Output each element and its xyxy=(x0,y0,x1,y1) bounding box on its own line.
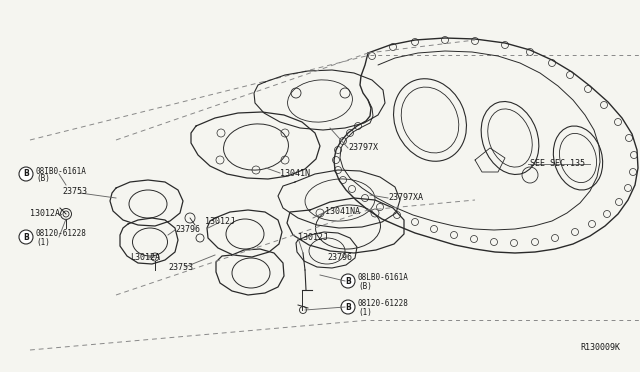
Text: 13012A: 13012A xyxy=(30,209,60,218)
Text: 13012J: 13012J xyxy=(298,234,328,243)
Text: L3012A: L3012A xyxy=(130,253,160,262)
Text: 23753: 23753 xyxy=(62,187,87,196)
Text: 23753: 23753 xyxy=(168,263,193,272)
Text: R130009K: R130009K xyxy=(580,343,620,353)
Text: 13041NA: 13041NA xyxy=(325,208,360,217)
Text: 08IB0-6161A: 08IB0-6161A xyxy=(36,167,87,176)
Text: 23797XA: 23797XA xyxy=(388,193,423,202)
Circle shape xyxy=(341,274,355,288)
Text: B: B xyxy=(345,302,351,311)
Text: 13012J: 13012J xyxy=(205,218,235,227)
Text: (1): (1) xyxy=(358,308,372,317)
Text: 08LB0-6161A: 08LB0-6161A xyxy=(358,273,409,282)
Circle shape xyxy=(19,230,33,244)
Text: SEE SEC.135: SEE SEC.135 xyxy=(530,160,585,169)
Text: (B): (B) xyxy=(358,282,372,291)
Text: 23797X: 23797X xyxy=(348,144,378,153)
Circle shape xyxy=(19,167,33,181)
Text: 13041N: 13041N xyxy=(280,169,310,177)
Text: B: B xyxy=(23,232,29,241)
Text: B: B xyxy=(23,170,29,179)
Circle shape xyxy=(341,300,355,314)
Text: (1): (1) xyxy=(36,237,50,247)
Text: 08120-61228: 08120-61228 xyxy=(36,230,87,238)
Text: (B): (B) xyxy=(36,174,50,183)
Text: 08120-61228: 08120-61228 xyxy=(358,299,409,308)
Text: B: B xyxy=(345,276,351,285)
Text: 23796: 23796 xyxy=(327,253,352,263)
Text: 23796: 23796 xyxy=(175,225,200,234)
